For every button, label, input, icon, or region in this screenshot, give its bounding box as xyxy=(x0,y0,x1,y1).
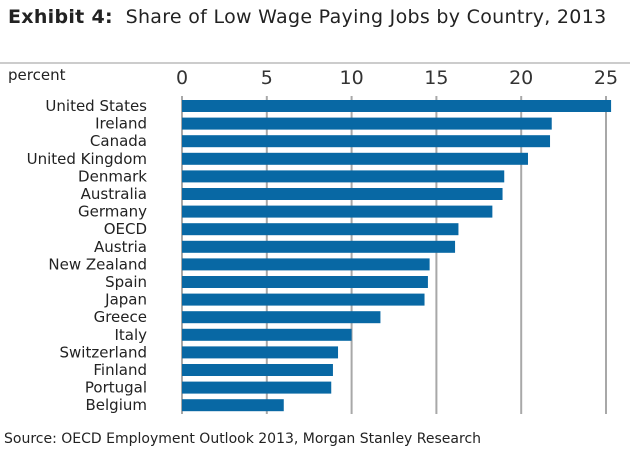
category-label: Denmark xyxy=(78,167,147,185)
category-label: Spain xyxy=(105,273,147,291)
category-label: OECD xyxy=(104,220,147,238)
category-label: United Kingdom xyxy=(27,150,147,168)
x-tick-label: 10 xyxy=(340,67,364,89)
bar xyxy=(182,364,333,376)
source-note: Source: OECD Employment Outlook 2013, Mo… xyxy=(4,431,482,447)
category-label: Italy xyxy=(114,326,147,344)
unit-label: percent xyxy=(8,66,66,84)
category-label: Austria xyxy=(94,238,147,256)
bar xyxy=(182,170,505,183)
bar xyxy=(182,152,528,165)
bar xyxy=(182,381,332,394)
bar xyxy=(182,205,493,218)
category-label: Canada xyxy=(90,132,147,150)
x-tick-label: 25 xyxy=(594,67,618,89)
category-label: Belgium xyxy=(86,396,148,414)
bar xyxy=(182,223,459,236)
category-label: Switzerland xyxy=(60,343,148,361)
bar xyxy=(182,276,428,288)
bar xyxy=(182,311,381,324)
bar xyxy=(182,293,425,306)
x-tick-label: 15 xyxy=(424,67,448,89)
bar xyxy=(182,240,456,253)
bar xyxy=(182,188,503,200)
category-label: New Zealand xyxy=(48,255,147,273)
category-label: Ireland xyxy=(95,115,147,133)
category-label: Australia xyxy=(81,185,147,203)
chart-title: Exhibit 4: Share of Low Wage Paying Jobs… xyxy=(8,4,618,30)
category-label: Finland xyxy=(93,361,147,379)
category-label: Greece xyxy=(94,308,147,326)
bar xyxy=(182,328,352,341)
category-label: Japan xyxy=(104,291,147,309)
category-label: Germany xyxy=(78,203,147,221)
bar xyxy=(182,399,284,412)
x-tick-label: 5 xyxy=(261,67,273,89)
divider xyxy=(0,62,630,64)
title-prefix: Exhibit 4: xyxy=(8,6,113,28)
category-label: United States xyxy=(45,97,147,115)
bar xyxy=(182,346,339,359)
bar xyxy=(182,117,552,130)
bar xyxy=(182,100,612,112)
x-tick-label: 0 xyxy=(176,67,188,89)
bar xyxy=(182,258,430,271)
category-label: Portugal xyxy=(85,379,147,397)
bar xyxy=(182,135,551,148)
x-tick-label: 20 xyxy=(509,67,533,89)
title-text: Share of Low Wage Paying Jobs by Country… xyxy=(125,6,607,28)
